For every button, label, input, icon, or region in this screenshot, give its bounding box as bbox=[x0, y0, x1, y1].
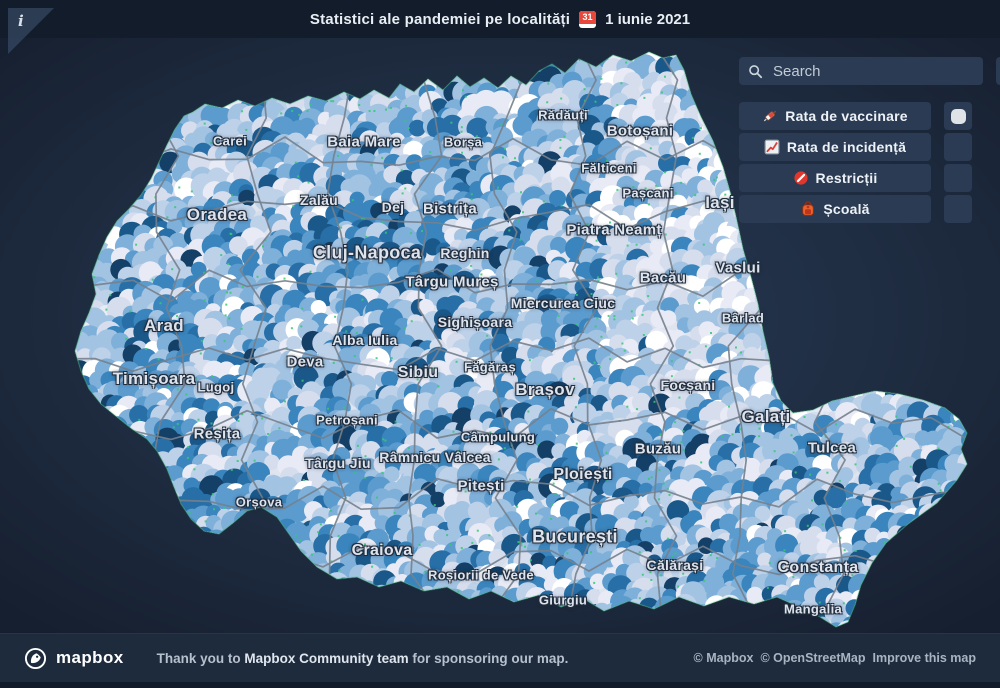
search-box[interactable] bbox=[739, 57, 983, 85]
layer-toggle-incidence[interactable] bbox=[944, 133, 972, 161]
layer-toggle-restrictions[interactable] bbox=[944, 164, 972, 192]
title-bar: Statistici ale pandemiei pe localități 3… bbox=[0, 0, 1000, 38]
map-controls-panel: Rata de vaccinare Rata de incidență bbox=[739, 57, 1000, 226]
layer-button-label: Rata de incidență bbox=[786, 139, 907, 155]
layer-button-school[interactable]: Școală bbox=[739, 195, 931, 223]
info-corner-ribbon[interactable] bbox=[8, 8, 54, 54]
attribution-improve-link[interactable]: Improve this map bbox=[872, 651, 977, 665]
country-outline bbox=[74, 51, 968, 628]
layer-button-incidence[interactable]: Rata de incidență bbox=[739, 133, 931, 161]
layer-button-label: Școală bbox=[823, 201, 870, 217]
layer-toggle-school[interactable] bbox=[944, 195, 972, 223]
layer-button-label: Restricții bbox=[815, 170, 878, 186]
geolocate-button[interactable] bbox=[996, 57, 1000, 85]
no-entry-icon bbox=[793, 171, 808, 185]
attribution-mapbox-link[interactable]: © Mapbox bbox=[693, 651, 754, 665]
current-date: 1 iunie 2021 bbox=[605, 10, 691, 28]
mapbox-wordmark[interactable]: mapbox bbox=[56, 648, 124, 667]
backpack-icon bbox=[802, 201, 815, 216]
calendar-icon: 31 bbox=[579, 10, 597, 28]
page-title: Statistici ale pandemiei pe localități bbox=[309, 10, 571, 28]
map-attribution: © Mapbox © OpenStreetMap Improve this ma… bbox=[694, 651, 976, 665]
sponsor-text: Thank you to Mapbox Community team for s… bbox=[156, 650, 569, 666]
active-layer-indicator bbox=[950, 108, 966, 124]
syringe-icon bbox=[764, 110, 777, 122]
layer-button-label: Rata de vaccinare bbox=[785, 108, 908, 124]
layer-button-restrictions[interactable]: Restricții bbox=[739, 164, 931, 192]
mapbox-logo-icon[interactable] bbox=[24, 647, 47, 670]
search-icon bbox=[749, 64, 763, 78]
layer-toggle-vaccination[interactable] bbox=[944, 102, 972, 130]
chart-icon bbox=[764, 139, 780, 155]
search-input[interactable] bbox=[771, 61, 974, 81]
layer-button-vaccination[interactable]: Rata de vaccinare bbox=[739, 102, 931, 130]
attribution-osm-link[interactable]: © OpenStreetMap bbox=[760, 651, 866, 665]
info-icon[interactable]: i bbox=[18, 12, 24, 30]
footer-bar: mapbox Thank you to Mapbox Community tea… bbox=[0, 633, 1000, 688]
